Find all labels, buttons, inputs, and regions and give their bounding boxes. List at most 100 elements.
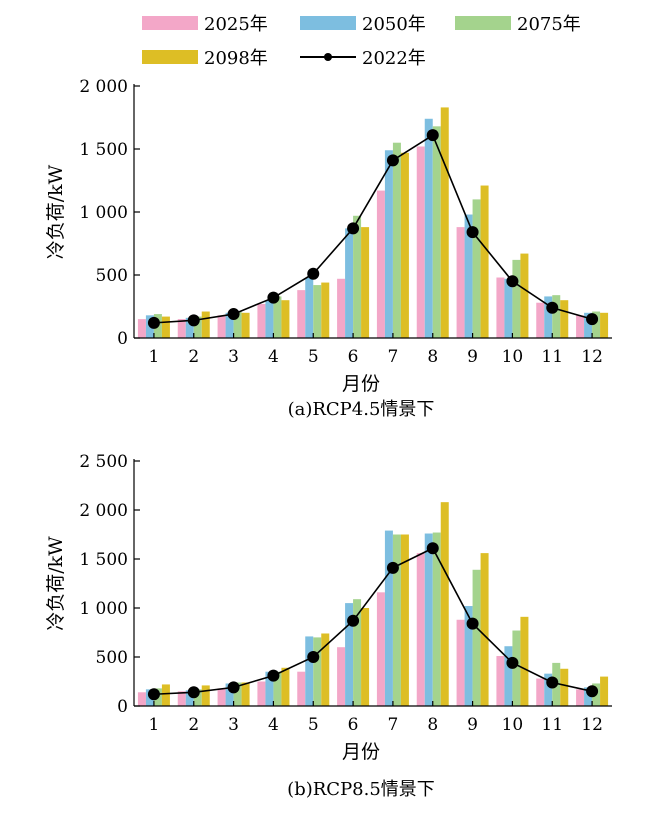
x-tick-label-2: 2 [188,347,199,367]
bar-2075年-9 [472,569,481,706]
line-point-7 [386,154,399,167]
y-tick-label: 1 000 [79,203,128,223]
x-tick-label-6: 6 [348,715,359,735]
legend-label-4: 2098年 [204,48,268,69]
bar-2025年-3 [217,315,226,338]
x-tick-label-7: 7 [388,715,399,735]
x-tick-label-1: 1 [149,715,160,735]
bar-2098年-10 [520,616,529,706]
bar-2098年-1 [161,684,170,706]
bar-2098年-8 [440,502,449,706]
bar-2025年-10 [496,656,505,706]
legend-marker [324,53,332,61]
x-tick-label-4: 4 [268,715,279,735]
bar-2025年-1 [137,692,146,706]
bar-2098年-7 [400,534,409,706]
bar-2025年-4 [257,681,266,706]
line-point-11 [546,301,559,314]
bar-2075年-2 [193,689,202,706]
bar-2075年-9 [472,199,481,338]
chart-caption: (b)RCP8.5情景下 [287,779,435,800]
bar-2098年-7 [400,152,409,338]
bar-2050年-7 [384,530,393,706]
bar-2075年-4 [273,671,282,706]
x-tick-label-9: 9 [467,715,478,735]
bar-2025年-6 [337,278,346,338]
bar-2075年-8 [432,532,441,706]
bar-2050年-12 [584,687,593,706]
legend-swatch-3 [455,16,511,30]
bar-2025年-9 [456,619,465,706]
bar-2075年-4 [273,296,282,338]
bar-2050年-6 [345,603,354,706]
y-tick-label: 2 500 [79,452,128,472]
x-tick-label-4: 4 [268,347,279,367]
bar-2075年-7 [392,142,401,338]
line-series-2022年 [153,547,593,696]
bar-2025年-6 [337,647,346,706]
bar-2050年-11 [544,296,553,338]
bar-2098年-11 [560,300,569,338]
x-axis-title: 月份 [342,741,380,763]
y-axis-title: 冷负荷/kW [45,164,67,259]
x-tick-label-8: 8 [427,715,438,735]
line-point-10 [506,656,519,669]
bar-2050年-4 [265,671,274,706]
bar-2075年-6 [353,599,362,706]
bar-2098年-2 [201,311,210,338]
y-tick-label: 500 [96,648,128,668]
bar-2098年-3 [241,682,250,706]
x-tick-label-3: 3 [228,347,239,367]
bar-2025年-1 [137,319,146,338]
bar-2050年-10 [504,646,513,706]
bar-2075年-11 [552,295,561,338]
bar-2098年-5 [321,282,330,338]
y-tick-label: 0 [117,697,128,717]
bar-2050年-12 [584,312,593,338]
bar-2098年-4 [281,667,290,706]
bar-2025年-2 [177,691,186,706]
bar-2075年-3 [233,682,242,706]
bar-2025年-11 [536,678,545,706]
bar-2098年-11 [560,668,569,706]
y-axis-title: 冷负荷/kW [45,536,67,631]
bar-2075年-7 [392,534,401,706]
bar-2050年-5 [305,277,314,338]
bar-2025年-11 [536,302,545,338]
x-tick-label-12: 12 [581,347,603,367]
bar-2050年-5 [305,636,314,706]
line-point-8 [426,129,439,142]
bar-2025年-9 [456,227,465,338]
bar-2075年-8 [432,126,441,338]
bar-2098年-12 [600,676,609,706]
x-tick-label-5: 5 [308,347,319,367]
line-point-1 [147,688,160,701]
x-tick-label-11: 11 [541,715,563,735]
bar-2050年-3 [225,683,234,706]
bar-2050年-8 [424,118,433,338]
bar-2050年-11 [544,673,553,706]
bar-2050年-7 [384,150,393,338]
y-tick-label: 0 [117,329,128,349]
legend-label-2: 2050年 [362,14,426,35]
bar-2025年-7 [376,190,385,338]
bar-2050年-2 [185,690,194,706]
line-point-7 [386,561,399,574]
bar-2098年-4 [281,300,290,338]
x-tick-label-9: 9 [467,347,478,367]
line-point-12 [586,313,599,326]
bar-2050年-9 [464,214,473,338]
y-tick-label: 1 000 [79,599,128,619]
line-point-1 [147,316,160,329]
bar-2098年-9 [480,553,489,706]
bar-2025年-2 [177,319,186,338]
x-tick-label-8: 8 [427,347,438,367]
bar-2075年-5 [313,285,322,338]
bar-2098年-10 [520,253,529,338]
bar-2075年-3 [233,311,242,338]
line-point-11 [546,676,559,689]
bar-2075年-10 [512,259,521,338]
